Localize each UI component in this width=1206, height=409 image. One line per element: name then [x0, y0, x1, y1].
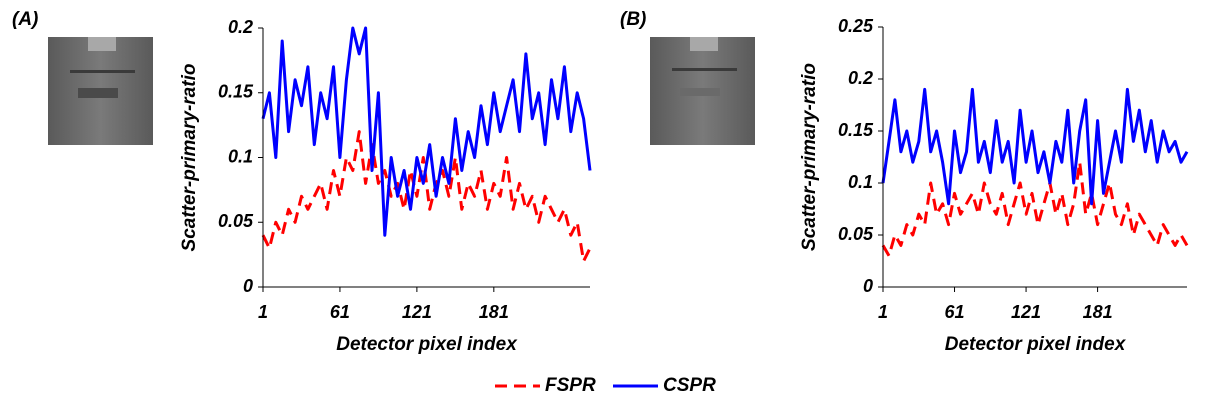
data-line	[261, 26, 592, 237]
x-axis-title: Detector pixel index	[945, 334, 1127, 355]
x-tick-label: 181	[479, 302, 509, 322]
x-tick-label: 1	[878, 302, 888, 322]
data-line	[881, 160, 1189, 258]
y-axis-title: Scatter-primary-ratio	[179, 64, 200, 252]
legend-label: FSPR	[545, 375, 596, 396]
y-tick-label: 0	[863, 276, 873, 296]
panel-label: (A)	[12, 9, 38, 30]
x-tick-label: 121	[402, 302, 432, 322]
x-tick-label: 181	[1083, 302, 1113, 322]
data-line	[881, 87, 1189, 206]
y-tick-label: 0.05	[218, 211, 254, 231]
panel-label: (B)	[620, 9, 646, 30]
y-tick-label: 0.2	[228, 17, 253, 37]
y-tick-label: 0.1	[228, 146, 253, 166]
y-tick-label: 0.15	[838, 120, 874, 140]
data-line	[261, 130, 592, 263]
x-tick-label: 121	[1011, 302, 1041, 322]
legend-label: CSPR	[663, 375, 716, 396]
x-tick-label: 61	[330, 302, 350, 322]
y-tick-label: 0.15	[218, 82, 254, 102]
x-axis-title: Detector pixel index	[336, 334, 518, 355]
y-tick-label: 0	[243, 276, 253, 296]
y-tick-label: 0.25	[838, 16, 874, 36]
y-axis-title: Scatter-primary-ratio	[799, 63, 820, 251]
y-tick-label: 0.2	[848, 68, 873, 88]
x-tick-label: 61	[945, 302, 965, 322]
x-tick-label: 1	[258, 302, 268, 322]
thumbnail-a	[48, 37, 153, 145]
thumbnail-b	[650, 37, 755, 145]
y-tick-label: 0.05	[838, 224, 874, 244]
y-tick-label: 0.1	[848, 172, 873, 192]
